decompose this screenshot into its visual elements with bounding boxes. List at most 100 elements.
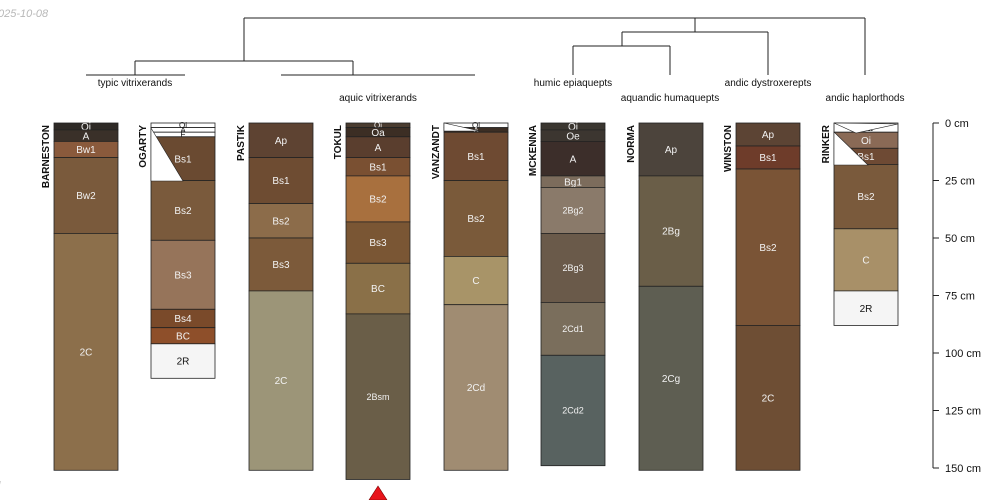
horizon-label: C [862, 255, 869, 266]
horizon-label: Bs2 [467, 214, 485, 225]
profile-norma: Ap 2Bg 2Cg NORMA [626, 122, 704, 471]
horizon-label: 2Cg [662, 374, 680, 385]
group-label: aquic vitrixerands [339, 93, 417, 104]
horizon-bc [345, 262, 411, 315]
horizon-label: Bw1 [76, 145, 96, 156]
profile-name: NORMA [626, 125, 637, 163]
horizon-label: 2R [860, 304, 873, 315]
horizon-ap [638, 122, 704, 177]
depth-axis-tick-label: 75 cm [945, 291, 975, 303]
horizon-label: Ap [665, 145, 678, 156]
profile-name: PASTIK [236, 124, 247, 161]
group-label: andic dystroxerepts [725, 78, 812, 89]
group-label: andic haplorthods [826, 93, 905, 104]
horizon-label: A [180, 126, 186, 135]
profile-pastik: Ap Bs1 Bs2 Bs3 2C PASTIK [236, 122, 314, 471]
horizon-label: A [83, 131, 90, 142]
horizon-bs2 [345, 175, 411, 223]
horizon-bs1 [248, 157, 314, 204]
horizon-label: Ap [762, 130, 775, 141]
horizon-label: C [472, 276, 479, 287]
horizon-label: Oi [472, 121, 480, 130]
horizon-c [443, 255, 509, 306]
horizon-label: 2R [177, 357, 190, 368]
depth-axis-tick-label: 50 cm [945, 233, 975, 245]
boundary-wedge [150, 126, 184, 182]
horizon-2bg2 [540, 186, 606, 234]
horizon-label: Oi [861, 136, 871, 147]
depth-axis-tick-label: 0 cm [945, 118, 969, 130]
horizon-label: A [375, 143, 382, 154]
horizon-label: Oe [566, 131, 580, 142]
horizon-label: E [180, 130, 185, 139]
profile-name: RINKER [821, 124, 832, 163]
horizon-2bsm [345, 313, 411, 480]
boundary-wedge [833, 131, 869, 166]
horizon-label: Bs3 [272, 260, 290, 271]
horizon-2cd2 [540, 354, 606, 467]
horizon-bs2 [735, 168, 801, 326]
horizon-2c [53, 232, 119, 471]
horizon-label: 2Bg3 [562, 263, 583, 273]
horizon-label: BC [176, 331, 190, 342]
horizon-label: 2C [275, 376, 288, 387]
horizon-label: A [570, 154, 577, 165]
horizon-bs2 [443, 180, 509, 257]
profile-name: WINSTON [723, 125, 734, 172]
depth-axis-tick-label: 25 cm [945, 176, 975, 188]
horizon-label: Bs1 [467, 152, 485, 163]
horizon-label: 2C [80, 347, 93, 358]
horizon-label: 2Cd2 [562, 406, 584, 416]
horizon-2cd [443, 304, 509, 471]
horizon-label: Oa [371, 128, 385, 139]
profile-name: MCKENNA [528, 125, 539, 176]
profile-winston: Ap Bs1 Bs2 2C WINSTON [723, 122, 801, 471]
horizon-label: 2Cd [467, 383, 485, 394]
horizon-bs1 [443, 131, 509, 181]
profile-name: BARNESTON [41, 125, 52, 188]
horizon-label: Bs1 [174, 154, 192, 165]
horizon-2cg [638, 285, 704, 471]
horizon-label: BC [371, 284, 385, 295]
horizon-2r [833, 290, 899, 326]
horizon-label: Bs1 [759, 153, 777, 164]
horizon-label: 2Bg [662, 227, 680, 238]
horizon-label: Oi [374, 121, 382, 130]
horizon-2bg [638, 175, 704, 287]
horizon-label: 2Bg2 [562, 206, 583, 216]
horizon-label: 2Cd1 [562, 324, 584, 334]
horizon-label: 2Bsm [366, 392, 389, 402]
horizon-label: Oi [81, 122, 91, 133]
depth-axis-tick-label: 125 cm [945, 406, 981, 418]
profile-barneston: OiA Bw1 Bw2 2C BARNESTON [41, 122, 119, 471]
horizon-label: Bs1 [857, 152, 875, 163]
horizon-label: Bs3 [174, 270, 192, 281]
horizon-2r [150, 343, 216, 379]
horizon-label: Bs2 [272, 216, 290, 227]
profile-vanzandt: OiABs1Bs2C2CdVANZANDT [431, 121, 509, 471]
horizon-2cd1 [540, 301, 606, 356]
horizon-label: Bs2 [369, 195, 387, 206]
bottom-marker-icon [368, 485, 388, 500]
horizon-2c [248, 290, 314, 471]
horizon-ap [248, 122, 314, 158]
horizon-2bg3 [540, 232, 606, 303]
depth-axis-tick-label: 150 cm [945, 463, 981, 475]
horizon-bs3 [248, 237, 314, 292]
profile-name: OGARTY [138, 125, 149, 168]
group-label: humic epiaquepts [534, 78, 612, 89]
horizon-bw2 [53, 157, 119, 234]
boundary-wedge [443, 122, 481, 132]
horizon-a [540, 140, 606, 177]
horizon-label: Bs2 [759, 243, 777, 254]
horizon-label: Bw2 [76, 191, 96, 202]
horizon-c [833, 228, 899, 292]
horizon-bs3 [345, 221, 411, 264]
horizon-label: Bs2 [174, 206, 192, 217]
horizon-bs2 [248, 203, 314, 239]
horizon-label: Bs4 [174, 314, 192, 325]
